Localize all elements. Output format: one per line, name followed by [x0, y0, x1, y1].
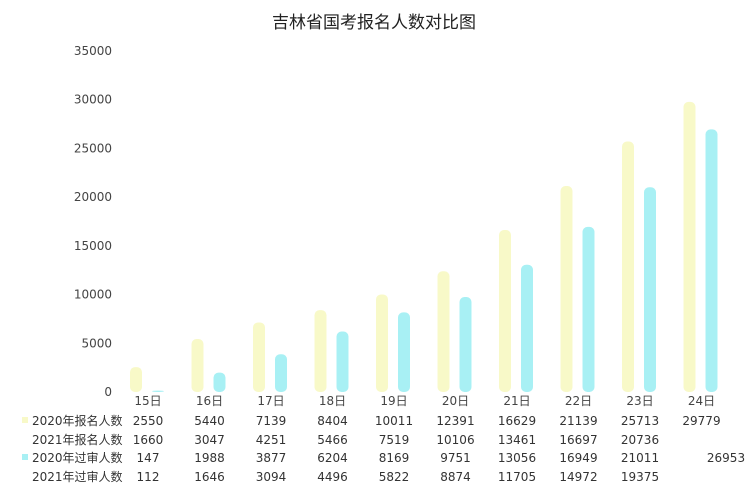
data-table-cell: 19375: [621, 470, 659, 484]
data-table-cell: 14972: [559, 470, 597, 484]
data-table-row-label: 2020年报名人数: [32, 413, 123, 428]
data-table-row-label: 2021年报名人数: [32, 432, 123, 447]
legend-swatch: [22, 454, 28, 460]
data-table-cell: 16697: [559, 433, 597, 447]
bar: [459, 296, 472, 392]
data-table-cell: 16629: [498, 414, 536, 428]
data-table-cell: 8874: [440, 470, 471, 484]
x-tick-label: 17日: [257, 394, 284, 408]
bar: [152, 390, 164, 392]
data-table-cell: 3094: [256, 470, 287, 484]
data-table-row-label: 2021年过审人数: [32, 469, 123, 484]
bar: [213, 372, 226, 392]
data-table-cell: 10011: [375, 414, 413, 428]
bar: [336, 331, 349, 392]
data-table-cell: 1988: [194, 451, 225, 465]
x-tick-label: 24日: [688, 394, 715, 408]
x-tick-label: 23日: [626, 394, 653, 408]
data-table-cell: 16949: [559, 451, 597, 465]
data-table-cell: 3877: [256, 451, 287, 465]
x-tick-label: 21日: [503, 394, 530, 408]
data-table-cell: 112: [137, 470, 160, 484]
x-tick-label: 15日: [134, 394, 161, 408]
bar: [437, 271, 450, 392]
bar: [622, 141, 634, 392]
bar: [521, 264, 533, 392]
bar: [705, 129, 718, 393]
bar: [191, 338, 204, 392]
bar: [644, 187, 656, 392]
data-table-cell: 20736: [621, 433, 659, 447]
chart-title: 吉林省国考报名人数对比图: [272, 13, 476, 33]
data-table-cell: 12391: [436, 414, 474, 428]
data-table-cell: 26953: [707, 451, 745, 465]
data-table-cell: 5466: [317, 433, 348, 447]
data-table-cell: 5822: [379, 470, 410, 484]
data-table-row-label: 2020年过审人数: [32, 450, 123, 465]
data-table-cell: 11705: [498, 470, 536, 484]
data-table-cell: 1660: [133, 433, 164, 447]
x-tick-label: 19日: [380, 394, 407, 408]
y-tick-label: 5000: [81, 336, 112, 350]
data-table-cell: 29779: [682, 414, 720, 428]
bar: [560, 186, 573, 392]
y-tick-label: 15000: [74, 239, 112, 253]
bar: [253, 322, 265, 392]
bar: [376, 294, 388, 392]
data-table-cell: 21011: [621, 451, 659, 465]
bar: [130, 367, 142, 392]
bar: [314, 310, 327, 392]
legend-swatch: [22, 417, 28, 423]
bar: [275, 354, 287, 392]
data-table-cell: 147: [137, 451, 160, 465]
data-table-cell: 7139: [256, 414, 287, 428]
data-table-cell: 9751: [440, 451, 471, 465]
data-table-cell: 5440: [194, 414, 225, 428]
data-table-cell: 4496: [317, 470, 348, 484]
data-table-cell: 21139: [559, 414, 597, 428]
data-table-cell: 7519: [379, 433, 410, 447]
y-tick-label: 10000: [74, 288, 112, 302]
data-table-cell: 1646: [194, 470, 225, 484]
data-table-cell: 8169: [379, 451, 410, 465]
bar: [683, 101, 696, 392]
x-tick-label: 20日: [442, 394, 469, 408]
y-tick-label: 20000: [74, 190, 112, 204]
data-table-cell: 13056: [498, 451, 536, 465]
data-table-cell: 8404: [317, 414, 348, 428]
data-table-cell: 13461: [498, 433, 536, 447]
data-table-cell: 25713: [621, 414, 659, 428]
y-tick-label: 25000: [74, 141, 112, 155]
data-table-cell: 4251: [256, 433, 287, 447]
data-table-cell: 3047: [194, 433, 225, 447]
bar: [499, 229, 511, 392]
bar: [398, 312, 410, 392]
y-tick-label: 0: [104, 385, 112, 399]
x-tick-label: 18日: [319, 394, 346, 408]
data-table-cell: 2550: [133, 414, 164, 428]
bar: [582, 226, 595, 392]
data-table-cell: 10106: [436, 433, 474, 447]
data-table-cell: 6204: [317, 451, 348, 465]
y-tick-label: 30000: [74, 93, 112, 107]
y-tick-label: 35000: [74, 44, 112, 58]
x-tick-label: 16日: [196, 394, 223, 408]
x-tick-label: 22日: [565, 394, 592, 408]
